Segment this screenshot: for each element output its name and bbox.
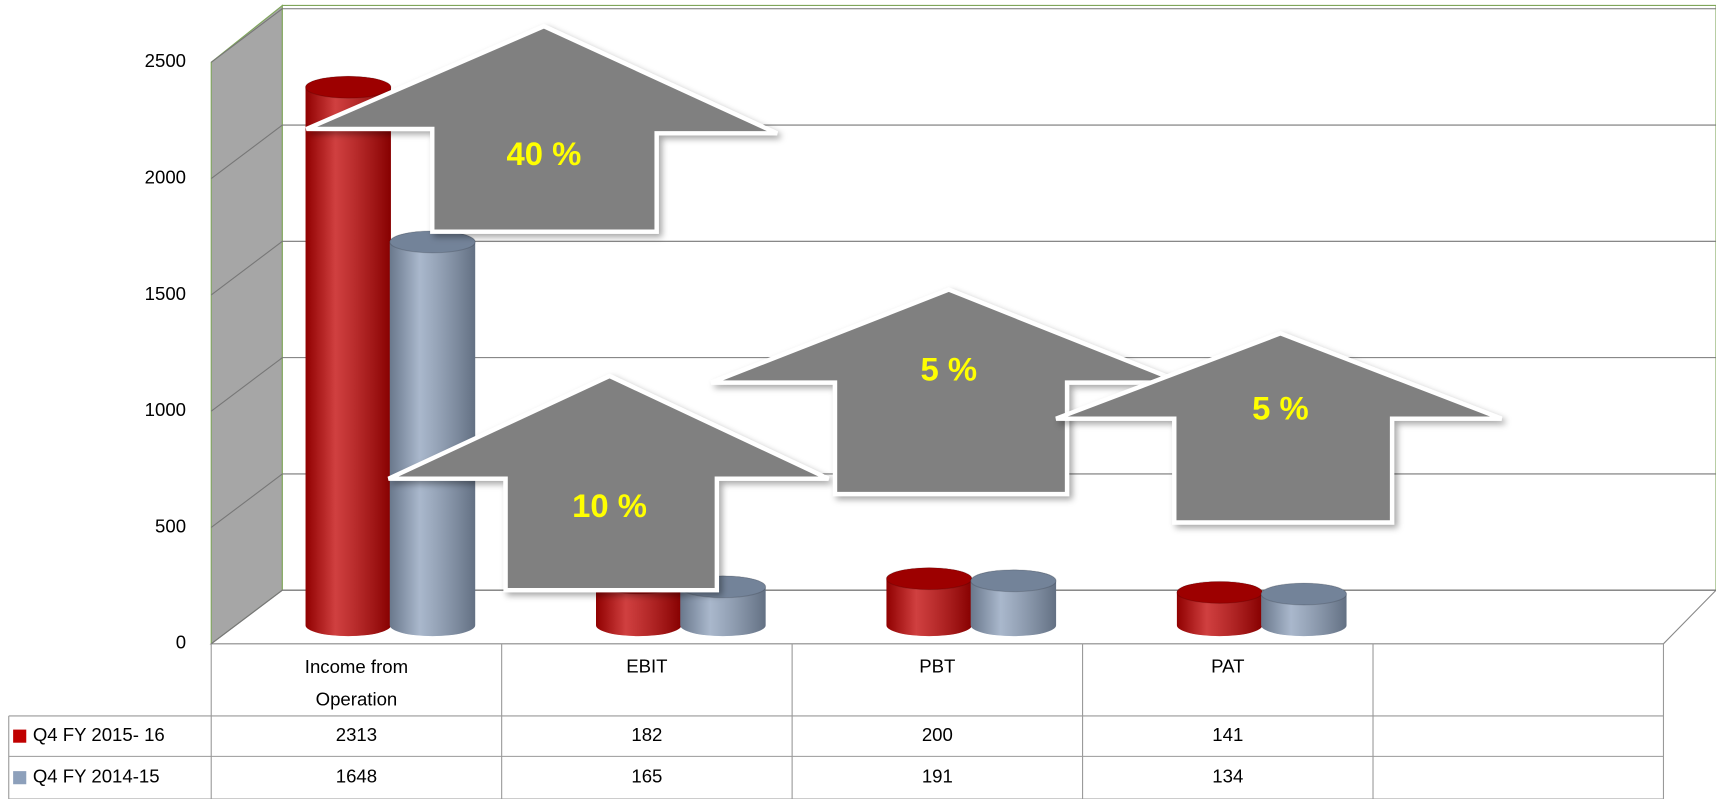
annotation: 10 % [572, 487, 647, 524]
bar-top-shade [1261, 583, 1347, 605]
bar-top-shade [305, 76, 391, 99]
bar-top-shade [389, 230, 476, 253]
bar [1260, 582, 1348, 637]
legend-swatch [13, 771, 27, 785]
table-value: 1648 [336, 766, 377, 787]
grid-line [210, 8, 283, 63]
arrow [387, 373, 830, 593]
bars [305, 75, 1348, 637]
table-value: 165 [631, 766, 662, 787]
arrow [1055, 331, 1503, 525]
table-value: 200 [922, 724, 953, 745]
bar-top-shade [886, 567, 972, 590]
table-value: 134 [1212, 766, 1243, 787]
annotation: 40 % [507, 135, 582, 172]
arrows: 40 % 10 % 5 % 5 % [305, 23, 1503, 593]
bar [885, 567, 973, 637]
bar-top [1260, 582, 1348, 606]
annotation: 5 % [1252, 390, 1309, 427]
y-tick-label: 0 [176, 632, 186, 653]
legend-swatch [13, 729, 27, 743]
bar [970, 569, 1057, 637]
y-tick-label: 2000 [145, 167, 186, 188]
x-tick-label: EBIT [626, 656, 667, 677]
grid-line [210, 124, 283, 180]
bar-shade [305, 76, 391, 637]
table-value: 2313 [336, 724, 377, 745]
table-value: 191 [922, 766, 953, 787]
grid-line [210, 240, 283, 296]
y-tick-label: 1000 [145, 399, 186, 420]
y-tick-label: 500 [155, 515, 186, 536]
data-table: Income from Operation EBIT PBT PAT Q4 FY 2015… [8, 643, 1665, 800]
y-tick-label: 1500 [145, 283, 186, 304]
legend-label: Q4 FY 2015- 16 [33, 724, 165, 745]
grid-line [210, 589, 283, 645]
table-value: 182 [631, 724, 662, 745]
legend-label: Q4 FY 2014-15 [33, 766, 160, 787]
bar-top [305, 75, 392, 99]
bar-top-shade [970, 569, 1057, 592]
side-wall [210, 4, 283, 645]
y-tick-label: 2500 [145, 50, 186, 71]
grid-line [210, 473, 283, 528]
annotation: 5 % [921, 350, 978, 387]
bar-top-shade [1176, 581, 1263, 604]
bar-top [970, 569, 1057, 593]
bar [305, 75, 392, 637]
bar [1176, 580, 1263, 637]
bar-shade [389, 230, 476, 637]
x-tick-label: PAT [1211, 656, 1244, 677]
bar [389, 230, 476, 637]
grid-line [210, 357, 283, 412]
arrow [305, 23, 778, 234]
table-value: 141 [1212, 724, 1243, 745]
x-tick-label: PBT [919, 656, 955, 677]
x-tick-label: Income from Operation [305, 656, 408, 710]
